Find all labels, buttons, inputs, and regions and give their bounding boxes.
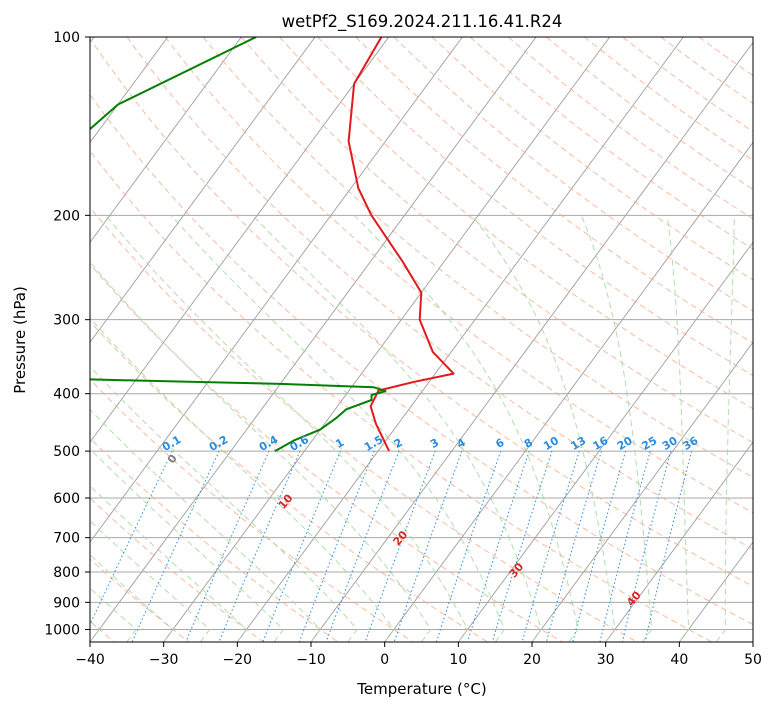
x-tick-label: −10 <box>296 652 326 668</box>
mixing-ratio-line <box>545 450 602 642</box>
y-tick-label: 900 <box>53 595 80 611</box>
isotherm-line <box>90 37 169 144</box>
moist-adiabat <box>90 554 174 642</box>
isotherm-line <box>90 37 316 344</box>
isotherm-line <box>90 37 390 443</box>
moist-adiabat <box>252 214 542 642</box>
isotherm-line <box>90 37 463 543</box>
isotherms <box>90 37 753 642</box>
isotherm-line <box>457 241 753 642</box>
x-tick-label: 20 <box>523 652 541 668</box>
dry-adiabat <box>164 37 753 514</box>
dry-adiabat <box>90 93 753 626</box>
mixing-ratio-line <box>364 450 436 642</box>
isotherm-line <box>90 37 242 244</box>
dry-adiabat <box>241 37 753 444</box>
dry-adiabat <box>126 37 753 550</box>
moist-adiabats <box>90 214 735 642</box>
dry-adiabat <box>90 150 712 642</box>
temperature-line <box>347 37 455 452</box>
y-tick-label: 800 <box>53 565 80 581</box>
y-tick-label: 500 <box>53 444 80 460</box>
dry-adiabat <box>90 497 264 642</box>
isotherm-line <box>531 341 753 642</box>
mixing-ratio-line <box>90 450 173 626</box>
y-tick-label: 1000 <box>44 622 80 638</box>
dry-adiabat <box>202 37 753 478</box>
moist-adiabat <box>90 448 285 642</box>
moist-adiabat <box>90 587 137 642</box>
mixing-ratio-line <box>435 450 502 642</box>
isotherm-line <box>310 41 753 642</box>
x-tick-label: −20 <box>223 652 253 668</box>
y-axis-ticks: 100 200 300 400 500 600 700 800 900 1000 <box>44 30 90 638</box>
x-tick-label: 0 <box>380 652 389 668</box>
moist-adiabat <box>471 214 616 642</box>
plot-frame <box>89 36 754 643</box>
y-tick-label: 100 <box>53 30 80 46</box>
y-tick-label: 200 <box>53 208 80 224</box>
chart-title: wetPf2_S169.2024.211.16.41.R24 <box>282 12 563 32</box>
y-tick-label: 400 <box>53 387 80 403</box>
mixing-ratio-lines <box>90 450 693 642</box>
mixing-ratio-line <box>325 450 400 642</box>
dry-adiabat <box>90 206 638 642</box>
moist-adiabat <box>170 214 505 642</box>
isotherm-line <box>384 141 753 642</box>
dry-adiabat <box>90 263 563 642</box>
pressure-gridlines <box>90 37 753 630</box>
mixing-ratio-line <box>262 450 342 642</box>
mixing-ratio-line <box>131 450 220 642</box>
mixing-ratio-line <box>644 450 693 642</box>
moist-adiabat <box>666 215 690 642</box>
dry-adiabat <box>90 37 753 587</box>
moist-adiabat <box>580 215 653 642</box>
sounding-series <box>90 37 455 452</box>
y-tick-label: 600 <box>53 491 80 507</box>
mixing-ratio-line <box>572 450 627 642</box>
mixing-ratio-line <box>298 450 375 642</box>
mixing-ratio-line <box>521 450 580 642</box>
moist-adiabat <box>90 485 248 642</box>
isotherm-line <box>90 37 537 642</box>
moist-adiabat <box>90 317 395 642</box>
moist-adiabat <box>90 261 432 642</box>
mixing-ratio-line <box>599 450 651 642</box>
moist-adiabat <box>90 408 321 642</box>
dewpoint-line <box>90 37 387 452</box>
dry-adiabat <box>90 378 414 642</box>
isotherm-line <box>605 441 753 642</box>
isotherm-line <box>236 37 684 642</box>
dry-adiabat <box>90 558 190 642</box>
y-axis-label: Pressure (hPa) <box>11 286 29 394</box>
moist-adiabat <box>715 215 735 642</box>
x-tick-label: 10 <box>449 652 467 668</box>
x-axis-ticks: −40 −30 −20 −10 0 10 20 30 40 50 <box>75 642 762 668</box>
x-tick-label: 50 <box>744 652 762 668</box>
moist-adiabat <box>354 214 579 642</box>
moist-adiabat <box>105 214 469 642</box>
y-tick-label: 300 <box>53 313 80 329</box>
mixing-ratio-line <box>621 450 672 642</box>
isotherm-line <box>163 37 611 642</box>
x-tick-label: −30 <box>149 652 179 668</box>
x-tick-label: 30 <box>597 652 615 668</box>
x-axis-label: Temperature (°C) <box>356 680 486 698</box>
mixing-ratio-line <box>467 450 530 642</box>
x-tick-label: −40 <box>75 652 105 668</box>
moist-adiabat <box>90 520 211 642</box>
x-tick-label: 40 <box>670 652 688 668</box>
y-tick-label: 700 <box>53 531 80 547</box>
